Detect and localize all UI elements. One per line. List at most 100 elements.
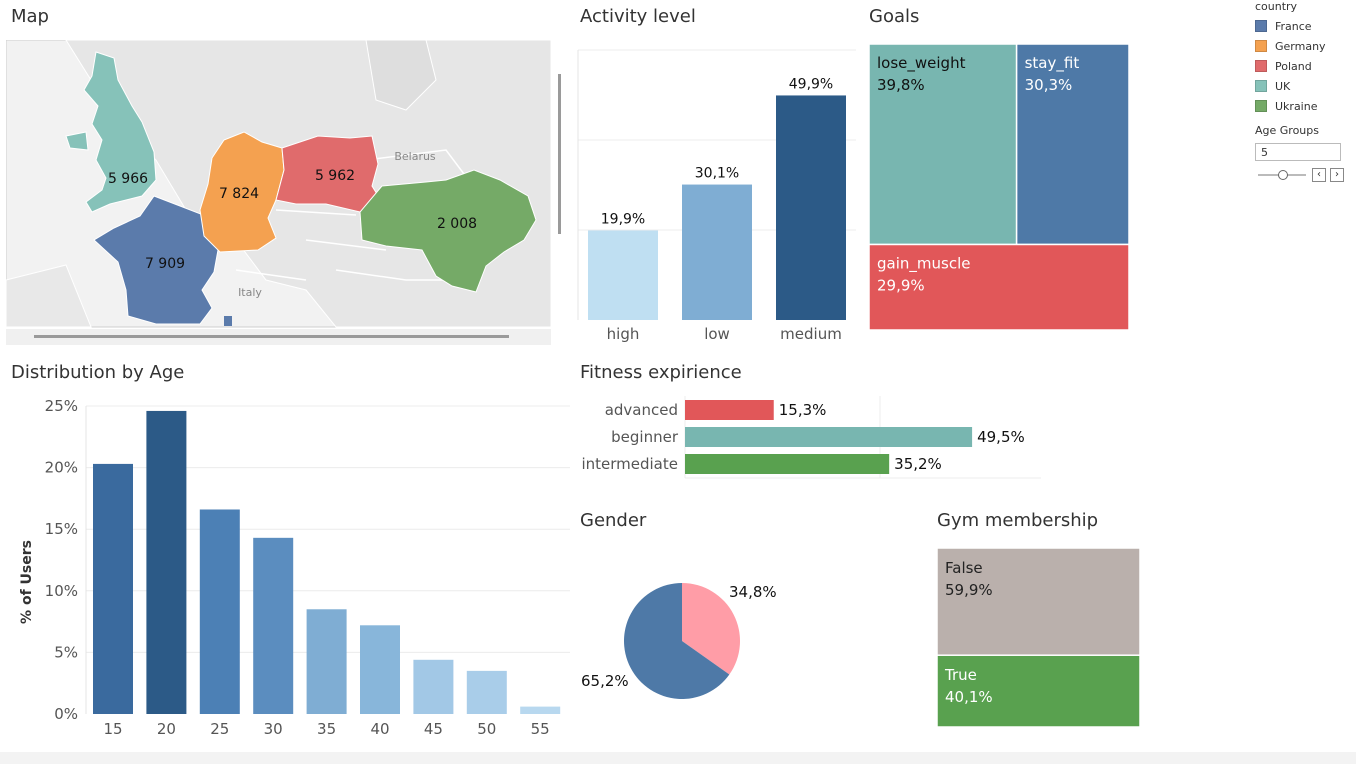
map-value-ukraine: 2 008	[437, 216, 477, 232]
legend-item-poland[interactable]: Poland	[1255, 56, 1356, 76]
activity-bar-high	[588, 230, 658, 320]
age-bar-25	[199, 509, 240, 714]
legend-title: country	[1255, 0, 1298, 13]
map-country-germany	[199, 131, 285, 253]
map-value-poland: 5 962	[315, 168, 355, 184]
age-bar-50	[466, 670, 507, 714]
age-groups-label: Age Groups	[1255, 124, 1319, 137]
gender-title: Gender	[580, 510, 647, 531]
age-ytick-label: 10%	[45, 582, 78, 600]
fitness-category-label: intermediate	[581, 455, 678, 473]
age-xtick-label: 40	[370, 720, 389, 738]
map-view[interactable]: 5 966 7 824 5 962 2 008 7 909 Belarus It…	[6, 40, 569, 346]
goals-tile-stay_fit	[1015, 44, 1130, 246]
fitness-title: Fitness expirience	[580, 362, 742, 383]
age-y-axis-title: % of Users	[19, 540, 35, 624]
map-country-ukraine	[359, 169, 537, 293]
goals-tile-name: stay_fit	[1025, 54, 1080, 73]
fitness-experience-chart: advanced 15,3% beginner 49,5% intermediate 35…	[581, 396, 1041, 479]
legend-label: Ukraine	[1275, 99, 1318, 113]
age-groups-parameter: Age Groups 5	[1255, 124, 1341, 161]
map-label-italy: Italy	[238, 286, 262, 299]
age-bar-55	[520, 706, 561, 714]
gender-slice-label: 65,2%	[581, 672, 629, 690]
fitness-bar-intermediate	[685, 454, 890, 474]
gym-tile-name: False	[945, 559, 983, 577]
legend-label: Germany	[1275, 39, 1326, 53]
age-xtick-label: 55	[531, 720, 550, 738]
activity-category-label: high	[607, 325, 640, 343]
legend-item-uk[interactable]: UK	[1255, 76, 1356, 96]
activity-bar-low	[682, 184, 752, 320]
country-legend: country France Germany Poland UK Ukraine	[1255, 0, 1356, 116]
legend-label: UK	[1275, 79, 1291, 93]
activity-category-label: low	[704, 325, 730, 343]
goals-tile-name: lose_weight	[877, 54, 966, 73]
age-bar-15	[93, 463, 133, 714]
footer-band	[0, 752, 1356, 764]
age-groups-input[interactable]: 5	[1255, 143, 1341, 161]
legend-swatch	[1255, 60, 1267, 72]
age-xtick-label: 20	[157, 720, 176, 738]
gender-slice-label: 34,8%	[729, 583, 777, 601]
fitness-category-label: advanced	[605, 401, 678, 419]
goals-tile-gain_muscle	[869, 243, 1130, 331]
legend-label: Poland	[1275, 59, 1312, 73]
gym-title: Gym membership	[937, 510, 1099, 531]
legend-label: France	[1275, 19, 1312, 33]
gender-pie-chart: 34,8% 65,2%	[581, 583, 777, 699]
legend-item-germany[interactable]: Germany	[1255, 36, 1356, 56]
age-xtick-label: 35	[317, 720, 336, 738]
age-ytick-label: 5%	[54, 643, 78, 661]
age-ytick-label: 0%	[54, 705, 78, 723]
fitness-category-label: beginner	[611, 428, 679, 446]
activity-category-label: medium	[780, 325, 842, 343]
activity-title: Activity level	[580, 6, 696, 27]
map-value-france: 7 909	[145, 256, 185, 272]
gender-slice-1	[624, 583, 730, 699]
map-label-belarus: Belarus	[394, 150, 436, 163]
chevron-right-icon[interactable]: ›	[1330, 168, 1344, 182]
gym-tile-value: 59,9%	[945, 581, 993, 599]
age-ytick-label: 15%	[45, 520, 78, 538]
age-distribution-chart: 0% 5% 10% 15% 20% 25% % of Users 15 20 25 30 35 40 45…	[19, 397, 570, 738]
legend-swatch	[1255, 20, 1267, 32]
age-bar-40	[360, 625, 400, 714]
chevron-left-icon[interactable]: ‹	[1312, 168, 1326, 182]
fitness-bar-advanced	[685, 400, 774, 420]
fitness-value-label: 35,2%	[894, 455, 942, 473]
map-horizontal-scrollbar[interactable]	[34, 335, 509, 338]
map-vertical-scrollbar[interactable]	[558, 74, 561, 234]
goals-tile-value: 30,3%	[1025, 76, 1073, 94]
legend-item-ukraine[interactable]: Ukraine	[1255, 96, 1356, 116]
age-xtick-label: 15	[103, 720, 122, 738]
age-xtick-label: 25	[210, 720, 229, 738]
legend-swatch	[1255, 100, 1267, 112]
age-xtick-label: 50	[477, 720, 496, 738]
activity-value-label: 30,1%	[695, 166, 739, 182]
age-xtick-label: 45	[424, 720, 443, 738]
gender-slice-0	[682, 583, 740, 675]
age-groups-slider-row: ‹ ›	[1258, 168, 1348, 182]
gym-tile-false	[937, 548, 1141, 656]
map-country-uk	[65, 51, 157, 213]
goals-treemap: lose_weight 39,8% stay_fit 30,3% gain_muscle…	[869, 44, 1130, 331]
fitness-bar-beginner	[685, 427, 973, 447]
goals-tile-value: 29,9%	[877, 276, 925, 294]
goals-title: Goals	[869, 6, 920, 27]
age-bar-20	[146, 410, 187, 714]
age-groups-slider-thumb[interactable]	[1278, 170, 1288, 180]
map-value-germany: 7 824	[219, 186, 259, 202]
activity-value-label: 19,9%	[601, 211, 645, 227]
map-country-france	[93, 195, 219, 325]
goals-tile-lose_weight	[869, 44, 1018, 246]
activity-value-label: 49,9%	[789, 76, 833, 92]
activity-bar-medium	[776, 95, 846, 320]
legend-swatch	[1255, 40, 1267, 52]
gym-tile-name: True	[944, 666, 977, 684]
goals-tile-name: gain_muscle	[877, 254, 970, 273]
fitness-value-label: 15,3%	[779, 401, 827, 419]
gym-tile-true	[937, 654, 1141, 728]
legend-item-france[interactable]: France	[1255, 16, 1356, 36]
legend-swatch	[1255, 80, 1267, 92]
